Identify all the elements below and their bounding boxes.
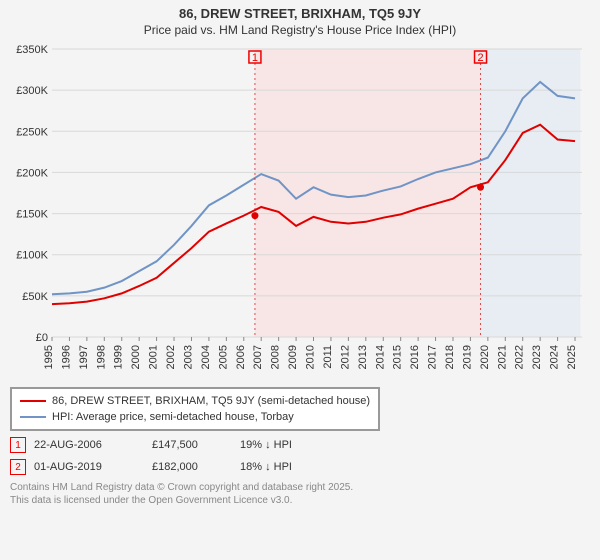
sale-marker-icon: 1	[10, 437, 26, 453]
svg-text:1999: 1999	[113, 345, 125, 369]
svg-text:2: 2	[477, 52, 483, 64]
svg-text:£350K: £350K	[16, 44, 48, 56]
svg-text:2009: 2009	[287, 345, 299, 369]
svg-text:£300K: £300K	[16, 85, 48, 97]
legend-swatch	[20, 400, 46, 402]
sale-hpi-delta: 19% ↓ HPI	[240, 439, 330, 451]
svg-text:2003: 2003	[182, 345, 194, 369]
svg-text:£50K: £50K	[22, 291, 48, 303]
svg-text:2021: 2021	[496, 345, 508, 369]
svg-text:£100K: £100K	[16, 250, 48, 262]
svg-text:1995: 1995	[43, 345, 55, 369]
svg-text:2002: 2002	[165, 345, 177, 369]
svg-text:2017: 2017	[427, 345, 439, 369]
chart-subtitle: Price paid vs. HM Land Registry's House …	[10, 23, 590, 37]
svg-text:2004: 2004	[200, 345, 212, 369]
sale-row: 1 22-AUG-2006 £147,500 19% ↓ HPI	[10, 437, 590, 453]
chart-title: 86, DREW STREET, BRIXHAM, TQ5 9JY	[10, 6, 590, 21]
legend-box: 86, DREW STREET, BRIXHAM, TQ5 9JY (semi-…	[10, 387, 380, 431]
svg-text:2005: 2005	[217, 345, 229, 369]
svg-text:2025: 2025	[566, 345, 578, 369]
svg-text:2024: 2024	[549, 345, 561, 369]
svg-text:2010: 2010	[305, 345, 317, 369]
svg-text:2014: 2014	[374, 345, 386, 369]
svg-text:2023: 2023	[531, 345, 543, 369]
svg-text:2008: 2008	[270, 345, 282, 369]
sale-price: £182,000	[152, 461, 232, 473]
sale-row: 2 01-AUG-2019 £182,000 18% ↓ HPI	[10, 459, 590, 475]
svg-text:2000: 2000	[130, 345, 142, 369]
credits-line-1: Contains HM Land Registry data © Crown c…	[10, 481, 590, 494]
sale-hpi-delta: 18% ↓ HPI	[240, 461, 330, 473]
svg-text:2011: 2011	[322, 345, 334, 369]
svg-text:1997: 1997	[78, 345, 90, 369]
svg-text:2020: 2020	[479, 345, 491, 369]
svg-text:2018: 2018	[444, 345, 456, 369]
svg-text:2012: 2012	[339, 345, 351, 369]
svg-text:1996: 1996	[60, 345, 72, 369]
svg-text:£0: £0	[36, 332, 48, 344]
svg-text:2013: 2013	[357, 345, 369, 369]
svg-text:2001: 2001	[148, 345, 160, 369]
svg-text:1998: 1998	[95, 345, 107, 369]
legend-swatch	[20, 416, 46, 418]
legend-row: HPI: Average price, semi-detached house,…	[20, 409, 370, 425]
svg-text:£200K: £200K	[16, 167, 48, 179]
svg-text:1: 1	[252, 52, 258, 64]
chart-plot: £0 £50K £100K £150K £200K £250K £300K £350K 1995…	[10, 43, 590, 383]
svg-text:£150K: £150K	[16, 209, 48, 221]
legend-label: 86, DREW STREET, BRIXHAM, TQ5 9JY (semi-…	[52, 393, 370, 409]
svg-text:2016: 2016	[409, 345, 421, 369]
legend-row: 86, DREW STREET, BRIXHAM, TQ5 9JY (semi-…	[20, 393, 370, 409]
credits-line-2: This data is licensed under the Open Gov…	[10, 494, 590, 507]
svg-text:2007: 2007	[252, 345, 264, 369]
svg-text:£250K: £250K	[16, 126, 48, 138]
svg-text:2022: 2022	[514, 345, 526, 369]
legend-label: HPI: Average price, semi-detached house,…	[52, 409, 294, 425]
sale-date: 22-AUG-2006	[34, 439, 144, 451]
sale-marker-icon: 2	[10, 459, 26, 475]
credits: Contains HM Land Registry data © Crown c…	[10, 481, 590, 507]
svg-text:2019: 2019	[461, 345, 473, 369]
svg-text:2006: 2006	[235, 345, 247, 369]
sale-price: £147,500	[152, 439, 232, 451]
sale-date: 01-AUG-2019	[34, 461, 144, 473]
svg-text:2015: 2015	[392, 345, 404, 369]
